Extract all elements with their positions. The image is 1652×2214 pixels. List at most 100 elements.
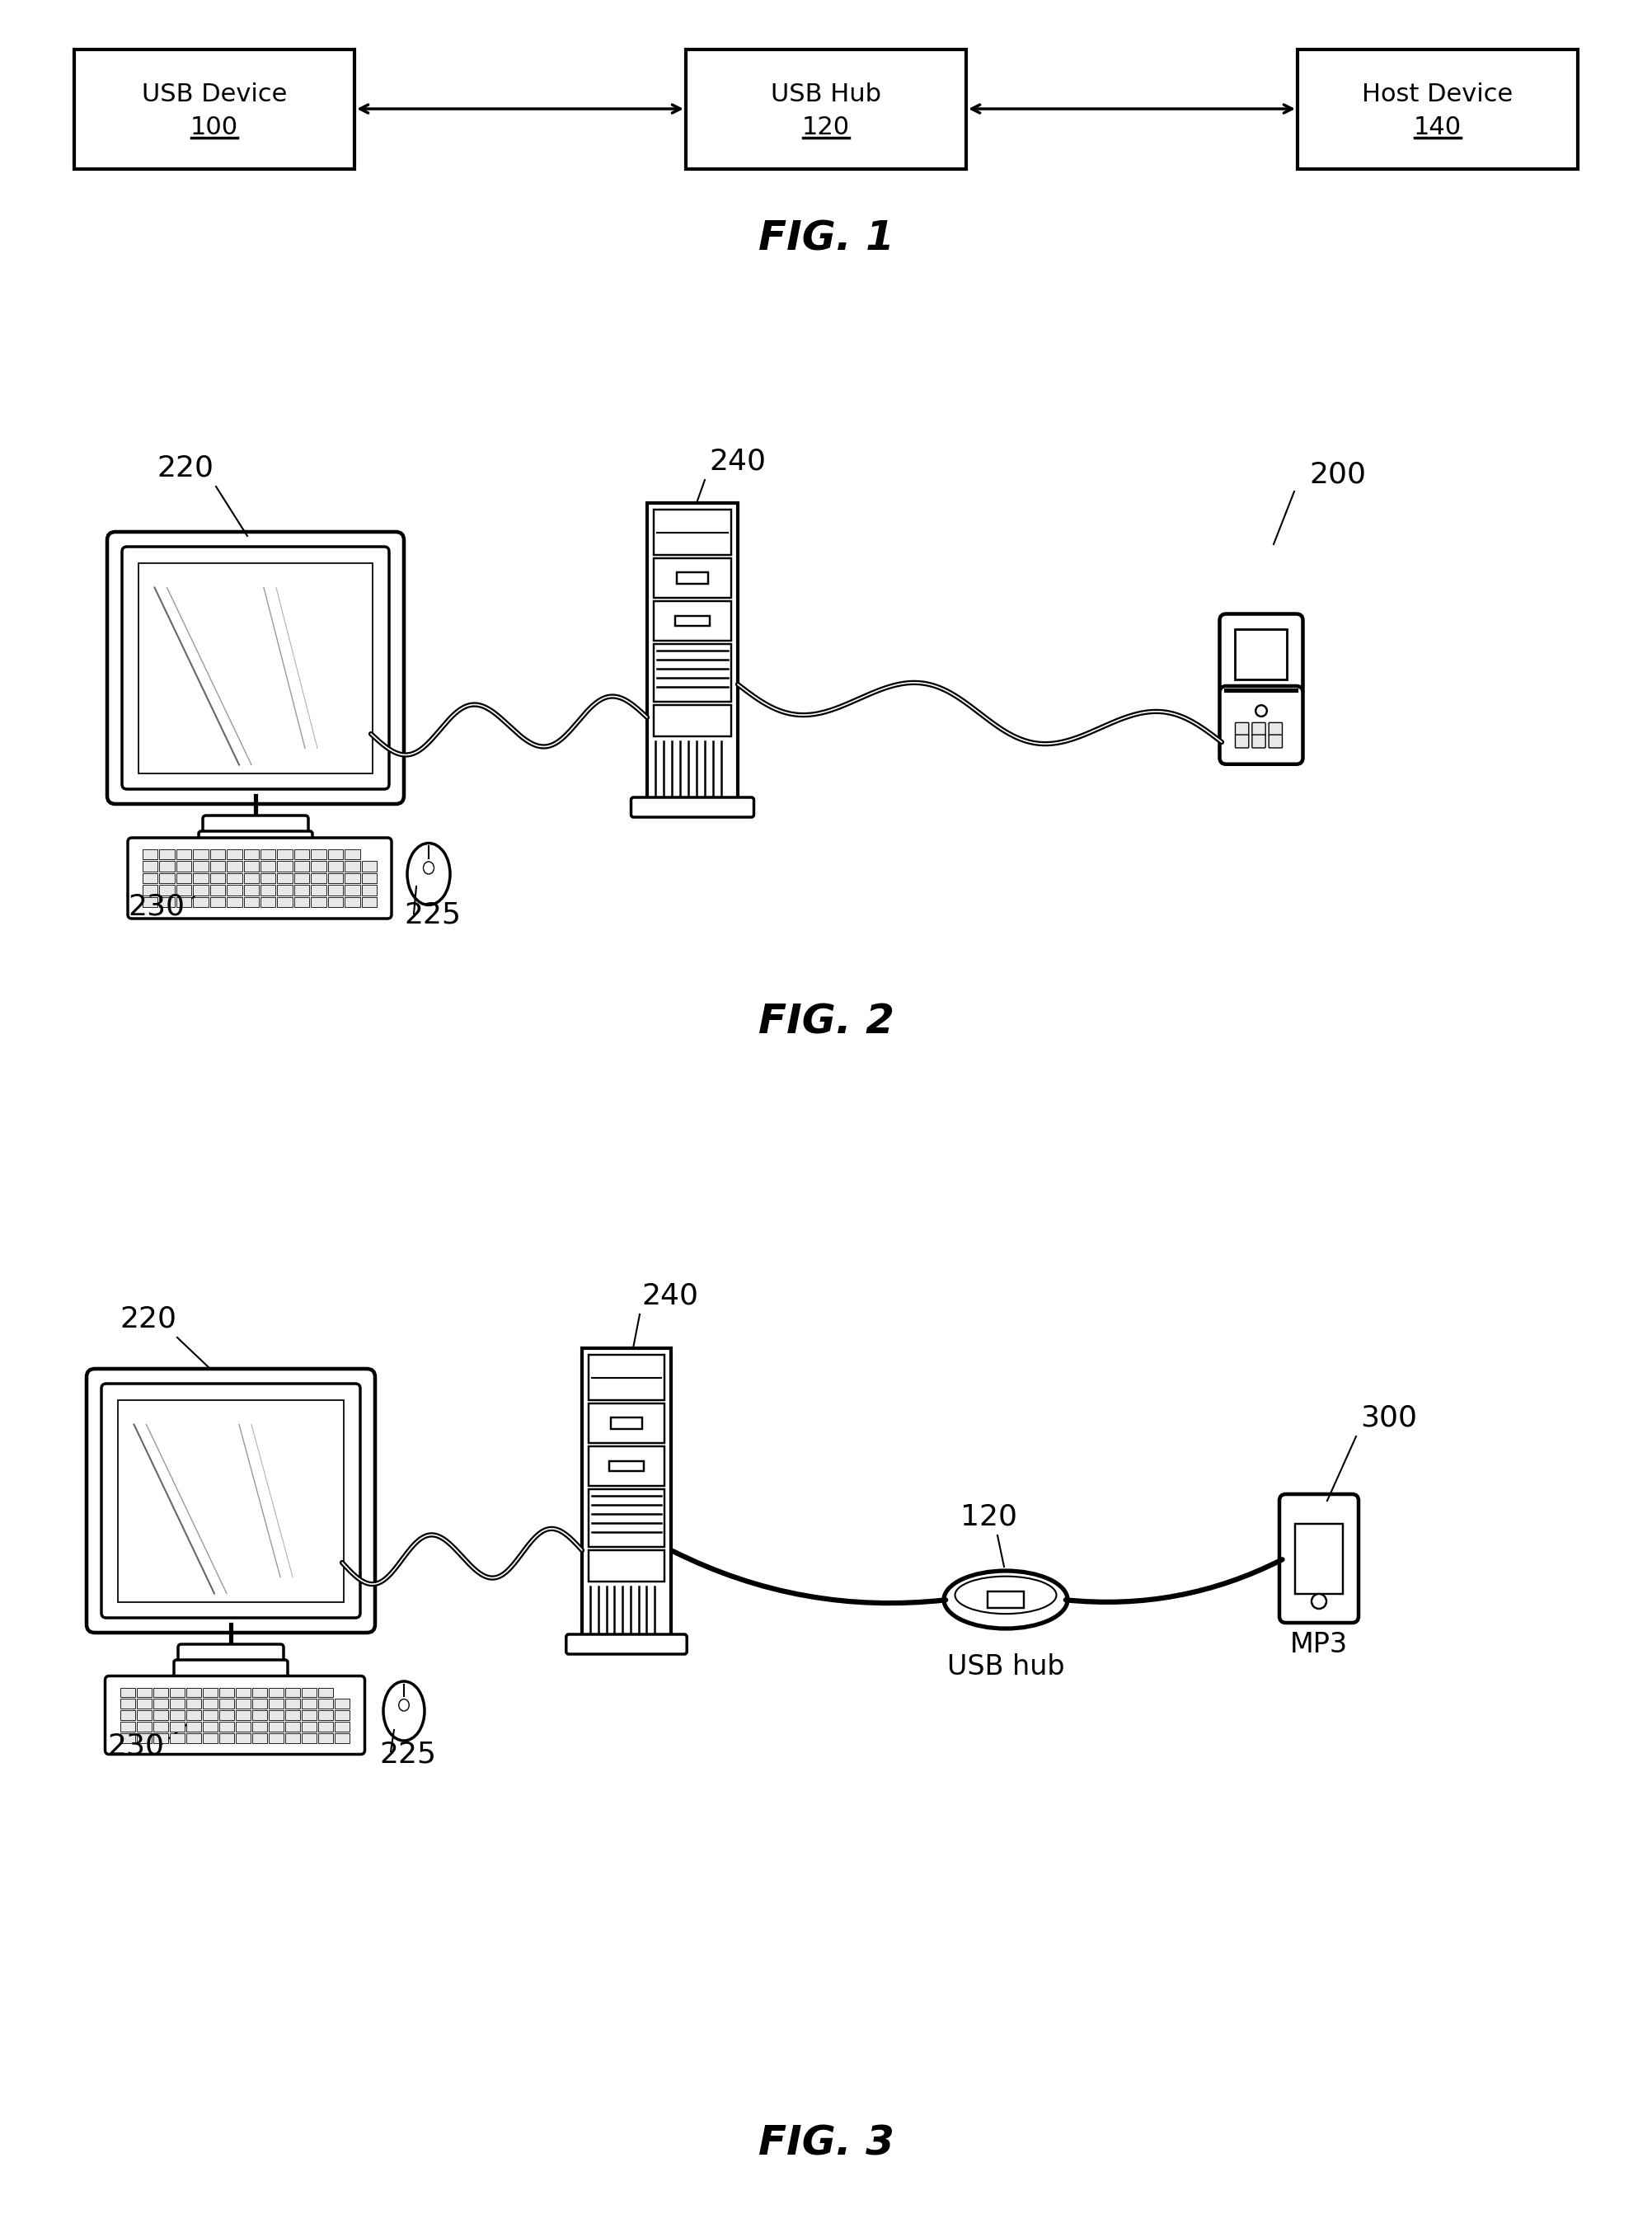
- Bar: [654, 704, 732, 737]
- FancyBboxPatch shape: [1219, 686, 1303, 764]
- Bar: [137, 1722, 152, 1731]
- Bar: [154, 1687, 169, 1698]
- FancyBboxPatch shape: [107, 531, 405, 804]
- Bar: [154, 1709, 169, 1720]
- Bar: [676, 615, 710, 627]
- Bar: [302, 1722, 317, 1731]
- Bar: [193, 850, 208, 859]
- Bar: [170, 1698, 185, 1709]
- Bar: [226, 861, 241, 872]
- FancyBboxPatch shape: [106, 1676, 365, 1753]
- Bar: [286, 1722, 301, 1731]
- FancyBboxPatch shape: [1279, 1494, 1358, 1623]
- Text: Host Device: Host Device: [1363, 82, 1513, 106]
- Bar: [335, 1709, 350, 1720]
- Ellipse shape: [383, 1680, 425, 1740]
- Bar: [220, 1709, 235, 1720]
- Bar: [220, 1687, 235, 1698]
- Bar: [74, 49, 355, 168]
- Bar: [121, 1709, 135, 1720]
- FancyBboxPatch shape: [1219, 613, 1303, 695]
- Bar: [261, 872, 276, 883]
- Bar: [1236, 629, 1287, 680]
- Bar: [187, 1734, 202, 1742]
- FancyBboxPatch shape: [1269, 722, 1282, 735]
- Text: FIG. 1: FIG. 1: [758, 219, 894, 259]
- Text: FIG. 3: FIG. 3: [758, 2123, 894, 2163]
- Bar: [302, 1687, 317, 1698]
- Bar: [582, 1348, 671, 1636]
- Bar: [137, 1734, 152, 1742]
- Text: 240: 240: [641, 1282, 699, 1311]
- Bar: [226, 872, 241, 883]
- Bar: [269, 1722, 284, 1731]
- Bar: [203, 1734, 218, 1742]
- Bar: [294, 850, 309, 859]
- Bar: [220, 1722, 235, 1731]
- Bar: [170, 1722, 185, 1731]
- Bar: [261, 861, 276, 872]
- Bar: [210, 850, 225, 859]
- Bar: [294, 897, 309, 908]
- FancyBboxPatch shape: [588, 1355, 664, 1399]
- FancyBboxPatch shape: [1269, 735, 1282, 748]
- FancyBboxPatch shape: [588, 1446, 664, 1486]
- Bar: [302, 1698, 317, 1709]
- FancyBboxPatch shape: [1236, 722, 1249, 735]
- Bar: [278, 861, 292, 872]
- Bar: [236, 1687, 251, 1698]
- Text: USB hub: USB hub: [947, 1654, 1064, 1680]
- Bar: [154, 1722, 169, 1731]
- Bar: [226, 886, 241, 894]
- Text: USB Device: USB Device: [142, 82, 287, 106]
- Bar: [588, 1490, 664, 1548]
- Bar: [345, 886, 360, 894]
- Bar: [139, 562, 373, 773]
- Bar: [319, 1687, 334, 1698]
- Bar: [302, 1734, 317, 1742]
- Bar: [193, 886, 208, 894]
- Bar: [362, 872, 377, 883]
- Bar: [319, 1698, 334, 1709]
- Bar: [261, 897, 276, 908]
- Bar: [142, 886, 159, 894]
- Text: 140: 140: [1414, 115, 1462, 139]
- Bar: [294, 872, 309, 883]
- FancyBboxPatch shape: [203, 815, 309, 841]
- Bar: [236, 1698, 251, 1709]
- Bar: [261, 886, 276, 894]
- Bar: [210, 886, 225, 894]
- Bar: [278, 886, 292, 894]
- FancyBboxPatch shape: [173, 1660, 287, 1678]
- Bar: [261, 850, 276, 859]
- Bar: [160, 872, 175, 883]
- Bar: [311, 872, 325, 883]
- Bar: [319, 1709, 334, 1720]
- Bar: [269, 1687, 284, 1698]
- Ellipse shape: [955, 1576, 1056, 1614]
- Bar: [311, 886, 325, 894]
- Text: USB Hub: USB Hub: [771, 82, 881, 106]
- Bar: [121, 1734, 135, 1742]
- Bar: [210, 897, 225, 908]
- Text: 230: 230: [127, 892, 185, 921]
- FancyBboxPatch shape: [127, 837, 392, 919]
- Bar: [648, 503, 738, 799]
- Bar: [294, 861, 309, 872]
- Bar: [137, 1698, 152, 1709]
- Text: 120: 120: [801, 115, 851, 139]
- Bar: [362, 897, 377, 908]
- Bar: [226, 897, 241, 908]
- Text: 120: 120: [960, 1503, 1018, 1532]
- FancyBboxPatch shape: [1252, 735, 1265, 748]
- Bar: [187, 1687, 202, 1698]
- Text: 100: 100: [190, 115, 238, 139]
- Bar: [311, 861, 325, 872]
- Bar: [177, 850, 192, 859]
- Bar: [236, 1722, 251, 1731]
- FancyBboxPatch shape: [567, 1634, 687, 1654]
- Bar: [160, 897, 175, 908]
- Bar: [177, 897, 192, 908]
- Bar: [193, 872, 208, 883]
- FancyBboxPatch shape: [101, 1384, 360, 1618]
